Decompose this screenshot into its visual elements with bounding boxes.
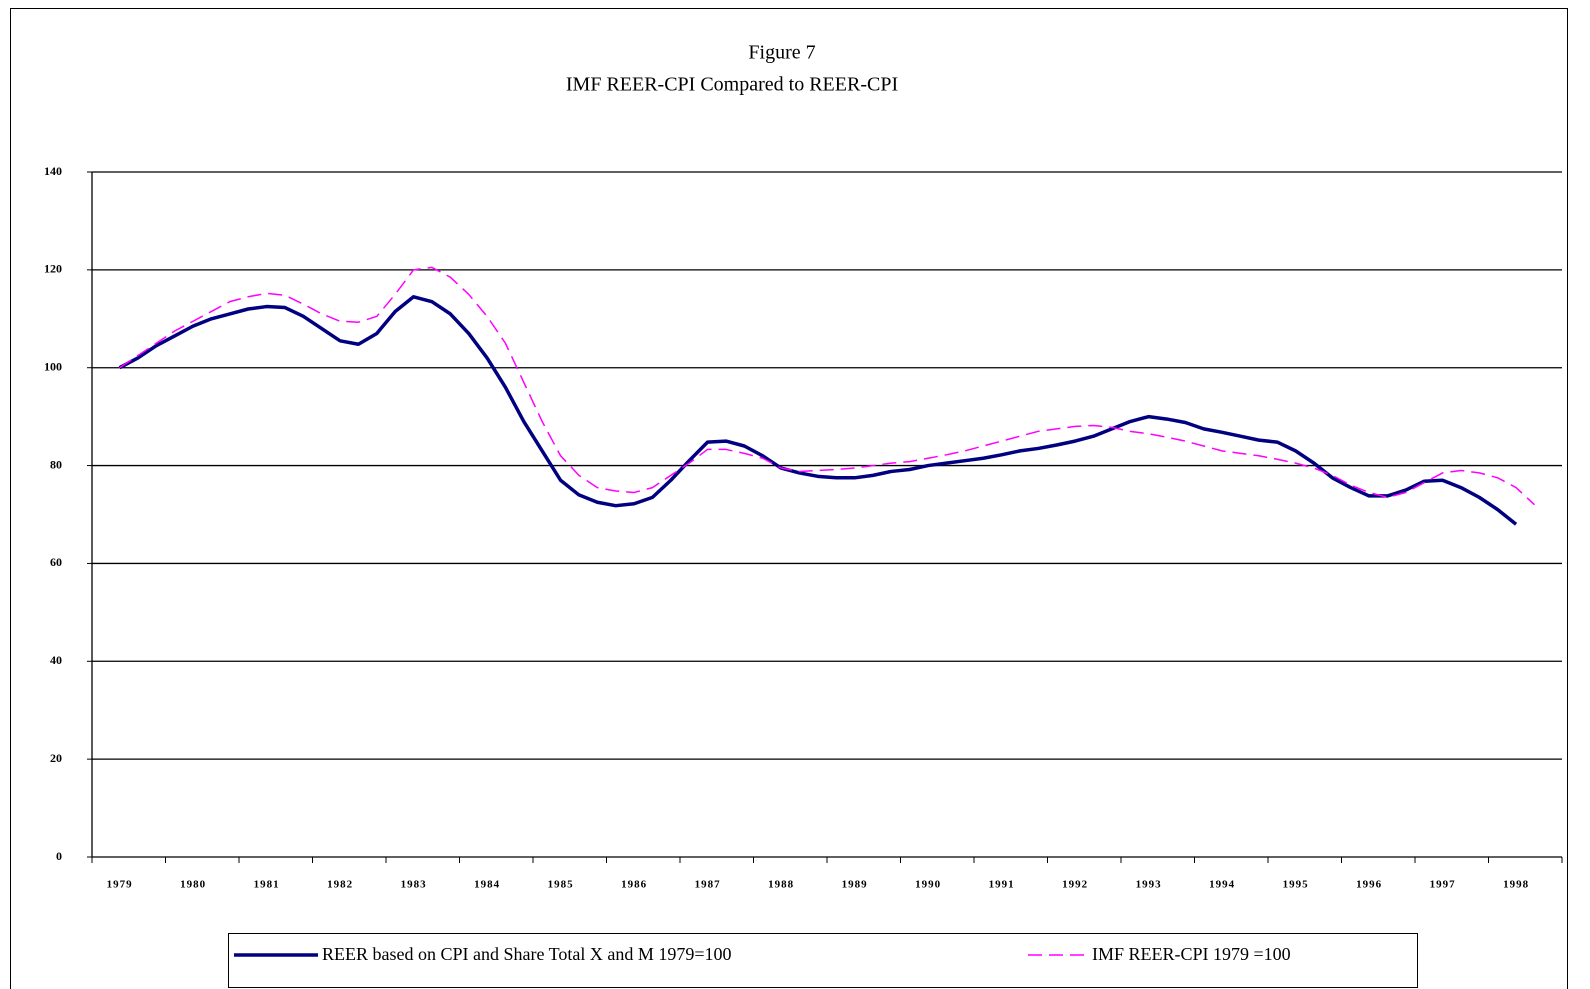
x-tick-label: 1990 <box>915 879 941 891</box>
y-tick-label: 40 <box>50 653 62 667</box>
x-tick-label: 1996 <box>1356 879 1382 891</box>
chart-subtitle: IMF REER-CPI Compared to REER-CPI <box>566 74 898 96</box>
x-tick-label: 1981 <box>254 879 280 891</box>
x-tick-label: 1995 <box>1283 879 1309 891</box>
x-tick-label: 1988 <box>768 879 794 891</box>
x-tick-label: 1983 <box>401 879 427 891</box>
x-tick-label: 1984 <box>474 879 500 891</box>
legend-label: IMF REER-CPI 1979 =100 <box>1092 944 1291 964</box>
x-tick-label: 1980 <box>180 879 206 891</box>
y-tick-label: 60 <box>50 555 62 569</box>
x-tick-label: 1986 <box>621 879 647 891</box>
y-tick-label: 20 <box>50 751 62 765</box>
chart-border <box>10 8 1568 989</box>
y-tick-label: 140 <box>44 164 62 178</box>
series-line <box>119 266 1535 506</box>
x-tick-label: 1998 <box>1503 879 1529 891</box>
x-tick-label: 1997 <box>1430 879 1456 891</box>
x-tick-label: 1979 <box>107 879 133 891</box>
chart-title: Figure 7 <box>748 42 815 64</box>
y-tick-label: 0 <box>56 849 62 863</box>
series-line <box>118 295 1518 526</box>
y-tick-label: 100 <box>44 359 62 373</box>
x-tick-label: 1982 <box>327 879 353 891</box>
x-tick-label: 1992 <box>1062 879 1088 891</box>
x-tick-label: 1985 <box>548 879 574 891</box>
x-tick-label: 1991 <box>989 879 1015 891</box>
x-tick-label: 1993 <box>1136 879 1162 891</box>
y-tick-label: 80 <box>50 457 62 471</box>
x-tick-label: 1994 <box>1209 879 1235 891</box>
y-tick-label: 120 <box>44 262 62 276</box>
x-tick-label: 1987 <box>695 879 721 891</box>
legend-box <box>228 933 1418 988</box>
legend-label: REER based on CPI and Share Total X and … <box>322 944 732 964</box>
x-tick-label: 1989 <box>842 879 868 891</box>
